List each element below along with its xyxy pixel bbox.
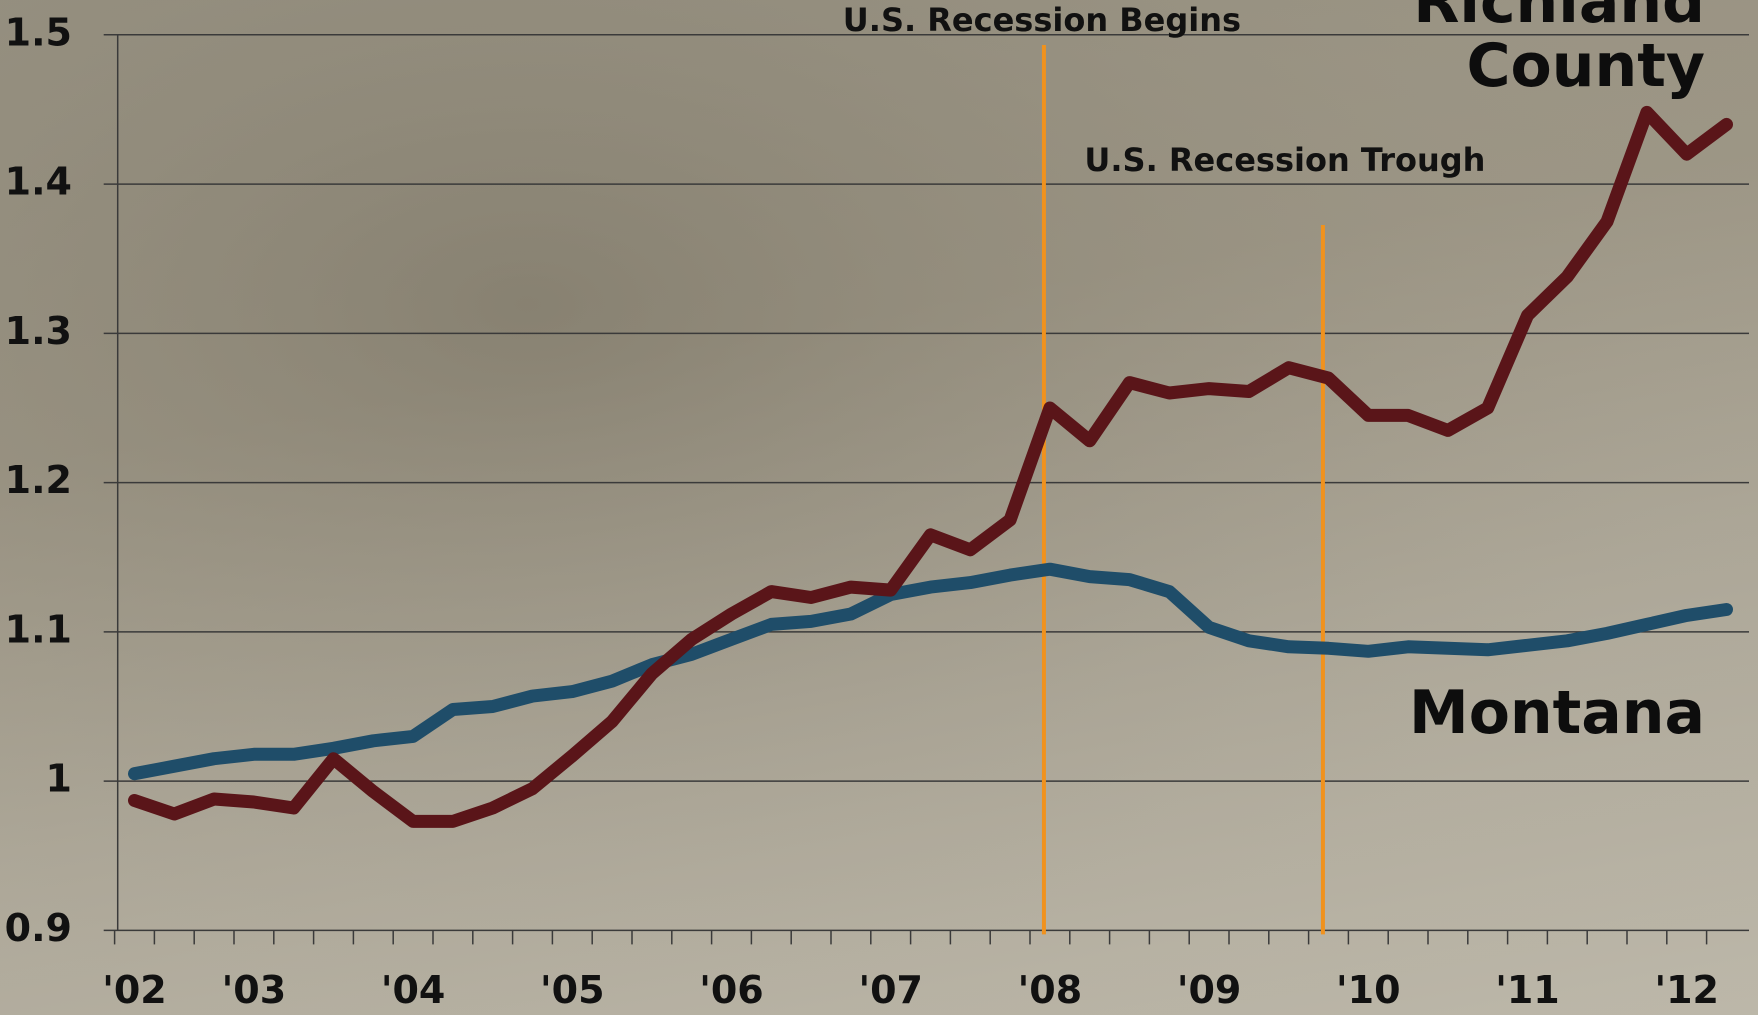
annotation-label: U.S. Recession Trough (1084, 141, 1485, 179)
series-label: Richland County (1413, 0, 1705, 101)
x-tick-label: '09 (1177, 968, 1242, 1012)
x-tick-label: '02 (102, 968, 167, 1012)
y-tick-label: 1.5 (5, 10, 72, 54)
x-tick-label: '05 (540, 968, 605, 1012)
x-tick-label: '06 (699, 968, 764, 1012)
series-label: Montana (1408, 678, 1705, 748)
y-tick-label: 1.1 (5, 607, 72, 651)
x-tick-label: '08 (1018, 968, 1083, 1012)
y-tick-label: 1.4 (5, 160, 72, 204)
x-tick-label: '03 (222, 968, 287, 1012)
x-tick-label: '10 (1336, 968, 1401, 1012)
y-tick-label: 1.2 (5, 458, 72, 502)
series-line (128, 105, 1733, 828)
y-tick-label: 1 (46, 757, 72, 801)
series-line (128, 562, 1733, 781)
annotation-label: U.S. Recession Begins (843, 1, 1241, 39)
x-tick-label: '07 (858, 968, 923, 1012)
y-tick-label: 0.9 (5, 906, 72, 950)
x-tick-label: '11 (1495, 968, 1560, 1012)
x-tick-label: '04 (381, 968, 446, 1012)
x-tick-label: '12 (1654, 968, 1719, 1012)
y-tick-label: 1.3 (5, 309, 72, 353)
